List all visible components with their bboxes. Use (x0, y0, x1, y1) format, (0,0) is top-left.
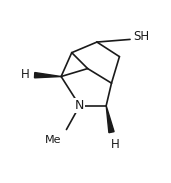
Text: SH: SH (133, 30, 149, 43)
Polygon shape (106, 106, 114, 133)
Text: N: N (75, 99, 84, 112)
Text: Me: Me (45, 135, 61, 145)
Text: H: H (21, 68, 30, 81)
Text: H: H (110, 138, 119, 151)
Polygon shape (35, 72, 61, 78)
